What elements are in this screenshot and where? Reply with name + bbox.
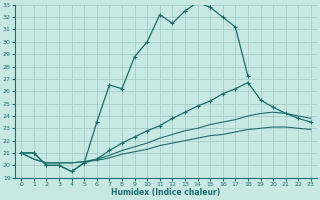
X-axis label: Humidex (Indice chaleur): Humidex (Indice chaleur) — [111, 188, 221, 197]
